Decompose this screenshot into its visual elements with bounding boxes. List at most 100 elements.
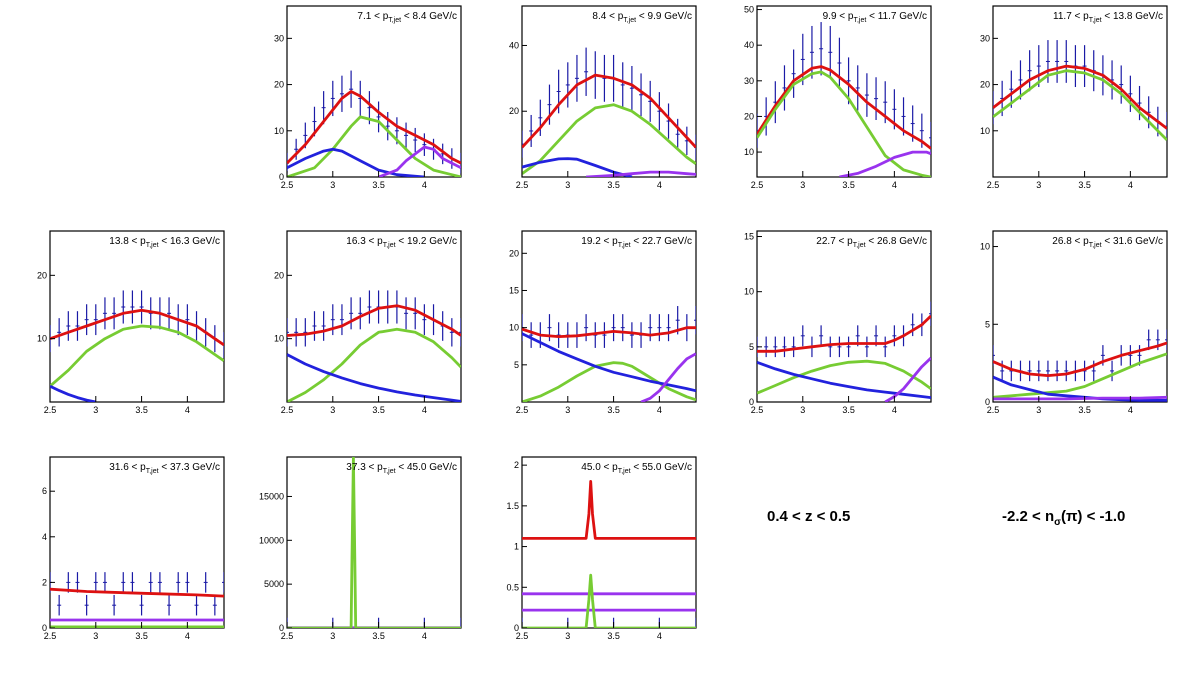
pion-fit-curve <box>757 359 931 395</box>
x-tick-label: 4 <box>657 180 662 190</box>
x-tick-label: 3.5 <box>135 631 148 641</box>
x-tick-label: 3 <box>565 631 570 641</box>
panel-title: 37.3 < pT,jet < 45.0 GeV/c <box>346 462 457 475</box>
y-tick-label: 10000 <box>259 535 284 545</box>
x-tick-label: 4 <box>422 631 427 641</box>
pion-fit-curve <box>993 69 1167 141</box>
y-tick-label: 10 <box>274 334 284 344</box>
panel-title: 7.1 < pT,jet < 8.4 GeV/c <box>357 11 457 24</box>
panel-frame <box>992 230 1168 403</box>
y-tick-label: 20 <box>37 270 47 280</box>
plot-area <box>757 301 931 402</box>
x-tick-label: 2.5 <box>44 405 57 415</box>
y-tick-label: 5 <box>749 342 754 352</box>
total-fit-curve <box>993 64 1167 130</box>
panel-5: 2.5 3 3.5 4 10 20 13.8 < pT,jet < 16.3 GeV/c <box>37 230 225 415</box>
proton-fit-curve <box>522 332 696 393</box>
y-tick-label: 20 <box>274 80 284 90</box>
total-fit-curve <box>50 308 224 347</box>
plot-area <box>522 306 696 402</box>
plot-area <box>993 40 1167 141</box>
y-tick-label: 20 <box>744 111 754 121</box>
pion-fit-curve <box>757 70 931 177</box>
pion-fit-curve <box>287 115 461 177</box>
x-tick-label: 4 <box>185 405 190 415</box>
proton-fit-curve <box>50 384 97 402</box>
total-fit-curve <box>522 73 696 149</box>
total-fit-curve <box>50 587 224 598</box>
total-fit-curve <box>757 314 931 353</box>
y-tick-label: 2 <box>514 460 519 470</box>
y-tick-label: 20 <box>274 270 284 280</box>
y-tick-label: 5 <box>985 319 990 329</box>
plot-area <box>50 290 224 402</box>
pion-fit-curve <box>287 457 461 628</box>
panel-title: 31.6 < pT,jet < 37.3 GeV/c <box>109 462 220 475</box>
panel-8: 2.5 3 3.5 4 0 5 10 15 22.7 < pT,jet < 26.8 GeV/c <box>744 230 932 415</box>
x-tick-label: 2.5 <box>987 405 1000 415</box>
total-fit-curve <box>287 304 461 337</box>
nsigma-range-prefix: -2.2 < n <box>1002 508 1055 525</box>
y-tick-label: 15 <box>744 232 754 242</box>
panel-4: 2.5 3 3.5 4 10 20 30 11.7 < pT,jet < 13.8 GeV/c <box>980 5 1168 190</box>
x-tick-label: 4 <box>892 180 897 190</box>
panel-9: 2.5 3 3.5 4 0 5 10 26.8 < pT,jet < 31.6 GeV/c <box>980 230 1168 415</box>
panel-title: 8.4 < pT,jet < 9.9 GeV/c <box>592 11 692 24</box>
plot-area <box>522 47 696 177</box>
y-tick-label: 4 <box>42 532 47 542</box>
x-tick-label: 4 <box>892 405 897 415</box>
x-tick-label: 2.5 <box>987 180 1000 190</box>
y-tick-label: 40 <box>744 40 754 50</box>
x-tick-label: 4 <box>422 405 427 415</box>
y-tick-label: 2 <box>42 577 47 587</box>
y-tick-label: 0 <box>514 623 519 633</box>
panel-title: 13.8 < pT,jet < 16.3 GeV/c <box>109 236 220 249</box>
electron-fit-curve <box>884 356 931 402</box>
x-tick-label: 4 <box>1128 180 1133 190</box>
nsigma-range-suffix: (π) < -1.0 <box>1060 508 1126 525</box>
panel-title: 26.8 < pT,jet < 31.6 GeV/c <box>1052 236 1163 249</box>
pion-fit-curve <box>993 352 1167 399</box>
proton-fit-curve <box>287 353 461 402</box>
panel-frame <box>286 456 462 629</box>
x-tick-label: 3 <box>800 405 805 415</box>
panel-6: 2.5 3 3.5 4 10 20 16.3 < pT,jet < 19.2 GeV/c <box>274 230 462 415</box>
panel-1: 2.5 3 3.5 4 0 10 20 30 7.1 < pT,jet < 8.4 GeV/c <box>274 5 462 190</box>
y-tick-label: 5 <box>514 360 519 370</box>
x-tick-label: 3 <box>1036 405 1041 415</box>
plot-area <box>287 70 461 177</box>
x-tick-label: 4 <box>657 405 662 415</box>
electron-fit-curve <box>640 352 696 402</box>
plot-area <box>287 290 461 402</box>
y-tick-label: 40 <box>509 40 519 50</box>
electron-fit-curve <box>839 150 931 177</box>
panel-12: 2.5 3 3.5 4 0 0.5 1 1.5 2 45.0 < pT,jet < 55.0 Ge… <box>506 456 697 641</box>
panel-11: 2.5 3 3.5 4 0 5000 10000 15000 37.3 < pT,jet < 4… <box>259 456 462 641</box>
y-tick-label: 30 <box>744 76 754 86</box>
x-tick-label: 3.5 <box>135 405 148 415</box>
proton-fit-curve <box>757 360 931 399</box>
panel-7: 2.5 3 3.5 4 5 10 15 20 19.2 < pT,jet < 22.7 GeV/… <box>509 230 697 415</box>
pion-fit-curve <box>50 324 224 388</box>
y-tick-label: 0 <box>279 172 284 182</box>
y-tick-label: 15000 <box>259 491 284 501</box>
plot-area <box>993 329 1167 402</box>
x-tick-label: 2.5 <box>44 631 57 641</box>
x-tick-label: 2.5 <box>516 180 529 190</box>
plot-area <box>50 572 224 628</box>
panel-frame <box>49 230 225 403</box>
y-tick-label: 6 <box>42 486 47 496</box>
y-tick-label: 50 <box>744 5 754 15</box>
x-tick-label: 3.5 <box>607 405 620 415</box>
panel-frame <box>992 5 1168 178</box>
y-tick-label: 10 <box>980 126 990 136</box>
x-tick-label: 2.5 <box>751 180 764 190</box>
x-tick-label: 4 <box>657 631 662 641</box>
x-tick-label: 4 <box>422 180 427 190</box>
y-tick-label: 0 <box>749 397 754 407</box>
x-tick-label: 3.5 <box>1078 405 1091 415</box>
nsigma-range-sub: σ <box>1054 517 1061 528</box>
x-tick-label: 2.5 <box>281 405 294 415</box>
x-tick-label: 2.5 <box>516 405 529 415</box>
